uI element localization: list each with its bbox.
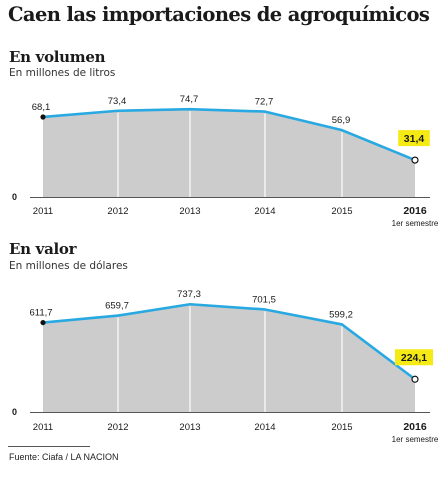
- value-last-category-note: 1er semestre: [392, 435, 439, 444]
- value-section-subtitle: En millones de dólares: [9, 260, 128, 272]
- value-start-point: [40, 319, 46, 326]
- volume-zero-label: 0: [12, 192, 17, 202]
- volume-category-label: 2016: [403, 205, 427, 217]
- value-series-line: [42, 302, 416, 381]
- volume-section-title: En volumen: [9, 48, 106, 66]
- value-category-label: 2015: [331, 422, 352, 433]
- volume-value-label: 73,4: [108, 96, 127, 107]
- value-category-label: 2016: [403, 421, 427, 433]
- volume-value-label: 74,7: [180, 94, 199, 105]
- value-value-label: 659,7: [105, 301, 129, 312]
- volume-start-point: [40, 114, 46, 120]
- chart-title: Caen las importaciones de agroquímicos: [8, 3, 430, 26]
- volume-value-label: 31,4: [404, 133, 425, 145]
- volume-section-subtitle: En millones de litros: [9, 67, 116, 79]
- volume-category-label: 2014: [254, 206, 275, 217]
- value-category-label: 2012: [107, 422, 128, 433]
- source-note: Fuente: Ciafa / LA NACION: [9, 452, 119, 462]
- value-highlight-box: [395, 349, 433, 366]
- volume-value-label: 72,7: [255, 97, 274, 108]
- value-section-title: En valor: [9, 240, 77, 258]
- volume-end-point: [411, 156, 419, 164]
- value-chart: 0 611,7 659,7 737,3 701,5 599,2 224,1 2011 2012 2…: [12, 289, 439, 444]
- volume-chart: 0 68,1 73,4 74,7 72,7 56,9 31,4 2011 2012 2013 201…: [12, 94, 439, 228]
- value-category-label: 2014: [254, 422, 275, 433]
- volume-series-line: [42, 107, 416, 162]
- value-area: [43, 304, 415, 412]
- value-value-label: 701,5: [252, 294, 276, 305]
- value-value-label: 737,3: [177, 289, 201, 300]
- volume-last-category-note: 1er semestre: [392, 219, 439, 228]
- volume-value-label: 56,9: [332, 115, 351, 126]
- value-value-label: 599,2: [329, 309, 353, 320]
- value-category-label: 2013: [179, 422, 200, 433]
- value-value-label: 224,1: [401, 352, 427, 364]
- footer-rule: [8, 446, 90, 447]
- volume-highlight-box: [398, 130, 430, 147]
- value-end-point: [411, 375, 419, 383]
- volume-category-label: 2012: [107, 206, 128, 217]
- volume-category-label: 2015: [331, 206, 352, 217]
- volume-value-label: 68,1: [32, 102, 51, 113]
- volume-category-label: 2011: [33, 206, 53, 217]
- volume-category-label: 2013: [179, 206, 200, 217]
- value-category-label: 2011: [33, 422, 53, 433]
- value-value-label: 611,7: [29, 308, 52, 319]
- volume-area: [43, 109, 415, 197]
- value-zero-label: 0: [12, 407, 17, 417]
